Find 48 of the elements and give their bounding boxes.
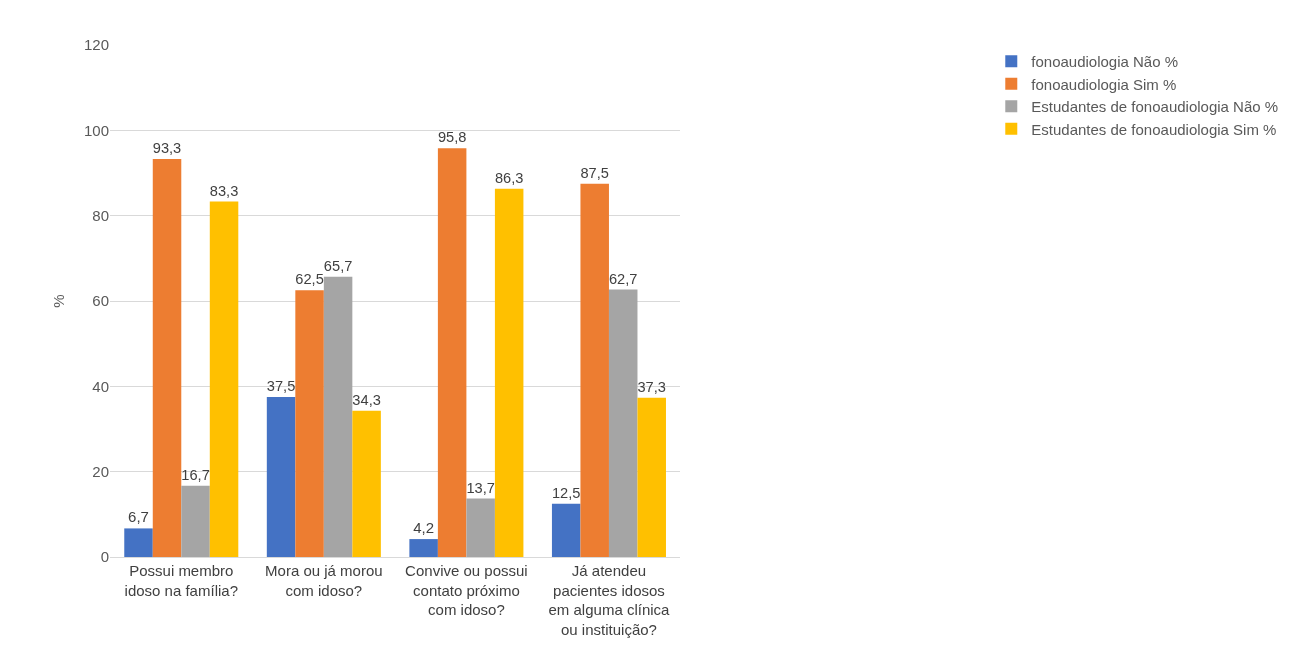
data-label: 87,5 [580,164,609,181]
legend-label: fonoaudiologia Não % [1031,53,1179,71]
data-label: 37,3 [637,378,666,395]
bar [466,498,495,557]
data-label: 13,7 [466,479,495,496]
bar [181,485,210,557]
bar [209,201,239,557]
bar [551,503,581,557]
x-tick-label: Mora ou já morou com idoso? [265,562,383,599]
y-tick-label: 40 [92,377,109,395]
y-axis-title: % [50,294,68,308]
bar [580,183,609,557]
data-label: 37,5 [266,378,296,395]
bar [608,289,638,557]
data-label: 95,8 [437,129,467,146]
data-label: 4,2 [413,519,435,537]
data-label: 93,3 [152,139,182,156]
bar [323,276,353,557]
legend-label: Estudantes de fonoaudiologia Sim % [1031,120,1277,138]
bar [124,528,153,557]
x-tick-label: Possui membro idoso na família? [124,562,238,599]
bar [152,158,182,557]
bar [437,148,467,557]
y-tick-label: 80 [92,206,109,224]
data-label: 65,7 [323,257,353,274]
y-tick-label: 0 [100,548,109,566]
data-label: 62,5 [295,271,324,288]
data-label: 34,3 [352,391,381,408]
legend-label: fonoaudiologia Sim % [1031,75,1177,93]
y-tick-label: 100 [83,121,109,139]
bar [409,539,438,557]
data-label: 62,7 [608,270,638,287]
x-tick-label: Já atendeu pacientes idosos em alguma clínica ou instituição? [548,562,671,638]
data-label: 16,7 [181,466,210,483]
legend-label: Estudantes de fonoaudiologia Não % [1031,98,1279,116]
data-label: 86,3 [494,169,524,186]
y-tick-label: 20 [92,462,109,480]
data-label: 6,7 [128,508,149,526]
bar [295,290,324,557]
bar [352,410,381,557]
bar [266,397,296,557]
y-tick-label: 120 [83,36,109,54]
data-label: 83,3 [209,182,239,199]
y-tick-label: 60 [92,292,109,310]
bar [494,188,524,557]
x-tick-label: Convive ou possui contato próximo com idoso? [405,562,528,618]
data-label: 12,5 [551,484,581,501]
bar [637,397,666,557]
